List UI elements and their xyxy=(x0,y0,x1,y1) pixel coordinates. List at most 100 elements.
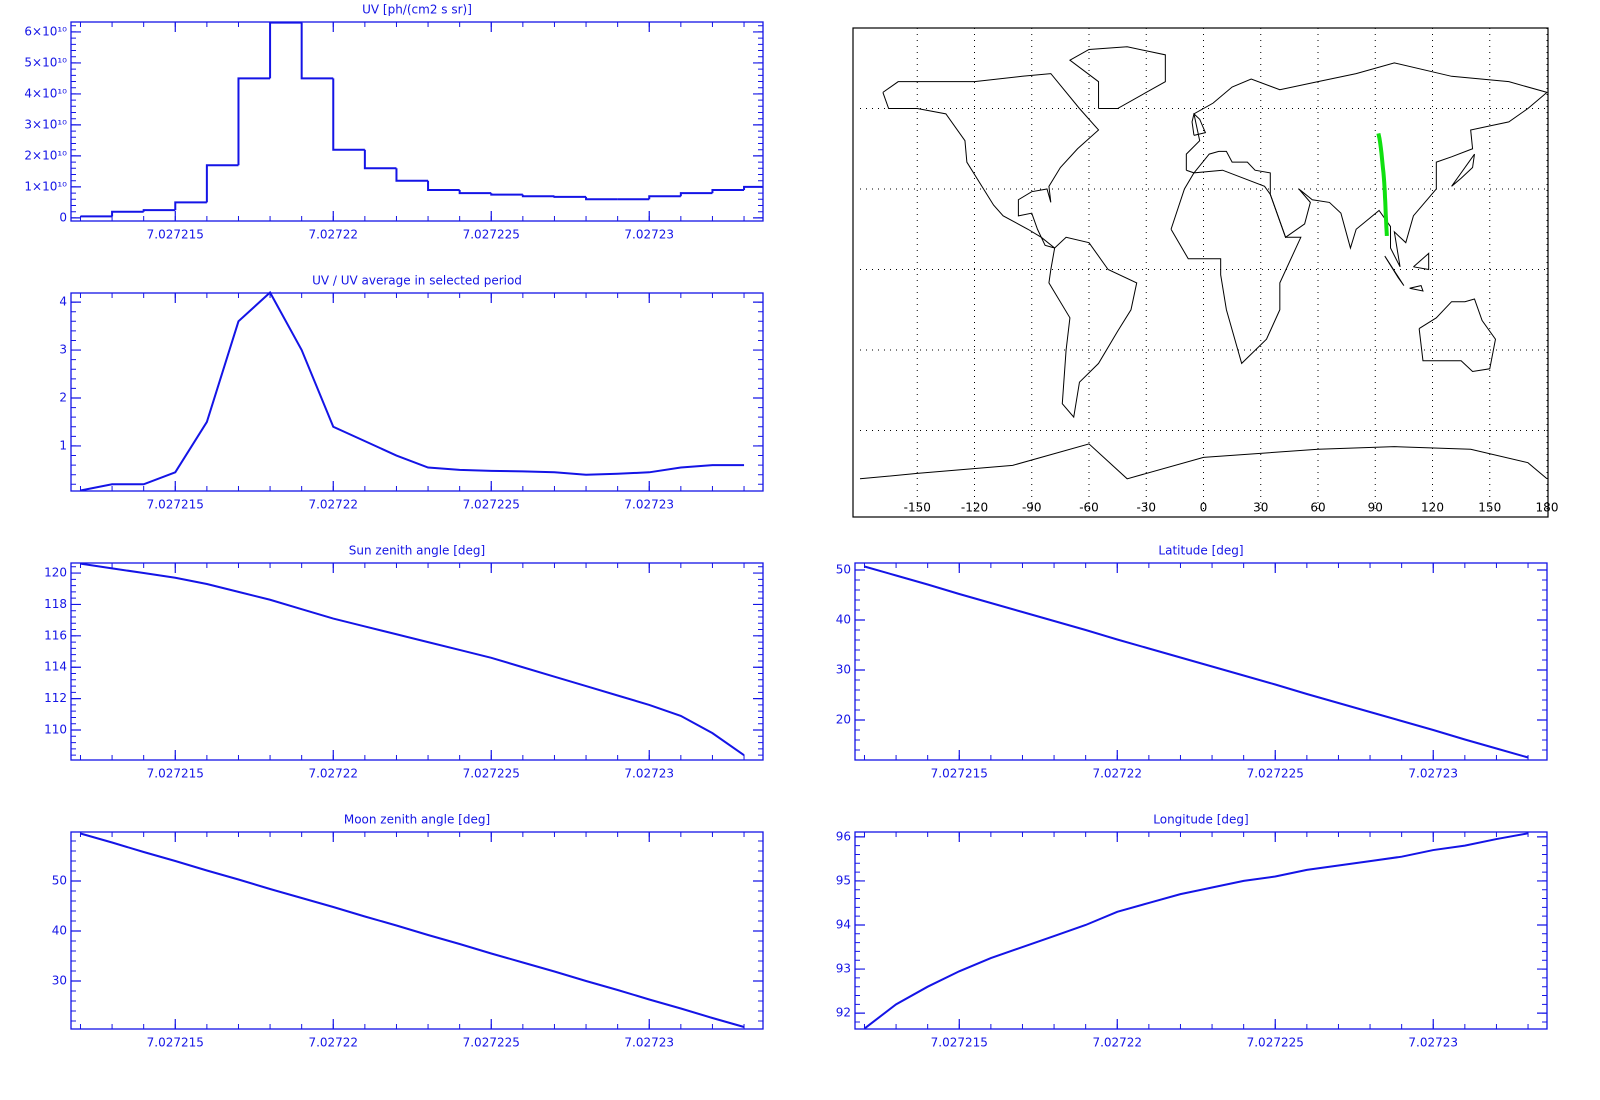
coastline xyxy=(859,443,1548,480)
y-tick-label: 30 xyxy=(52,974,67,988)
x-tick-label: 7.027215 xyxy=(931,767,988,781)
plot-frame xyxy=(854,562,1548,761)
y-tick-label: 110 xyxy=(44,723,67,737)
y-tick-label: 92 xyxy=(836,1006,851,1020)
x-tick-label: 7.027215 xyxy=(147,498,204,512)
uv-step xyxy=(111,210,144,217)
chart-title: Sun zenith angle [deg] xyxy=(349,544,485,558)
coastline xyxy=(1409,285,1424,292)
y-tick-label: 112 xyxy=(44,691,67,705)
data-line xyxy=(80,832,745,1028)
y-tick-label: 94 xyxy=(836,917,851,931)
x-tick-label: -30 xyxy=(1136,501,1156,515)
data-line xyxy=(864,565,1529,759)
chart-title: Longitude [deg] xyxy=(1153,813,1248,827)
coastline xyxy=(1170,169,1302,365)
uv-step xyxy=(205,164,239,203)
x-tick-label: 0 xyxy=(1200,501,1208,515)
x-tick-label: 7.027215 xyxy=(147,228,204,242)
x-tick-label: 7.02722 xyxy=(308,498,358,512)
plot-frame xyxy=(854,831,1548,1030)
x-tick-label: 7.027225 xyxy=(1247,767,1304,781)
y-tick-label: 120 xyxy=(44,566,67,580)
x-tick-label: 7.02722 xyxy=(1092,767,1142,781)
coastline xyxy=(1069,46,1166,109)
coastline xyxy=(1451,153,1475,187)
plot-frame xyxy=(70,562,764,761)
coastline xyxy=(1191,112,1207,136)
uv-step xyxy=(174,201,207,211)
x-tick-label: 7.027215 xyxy=(147,1036,204,1050)
y-tick-label: 20 xyxy=(836,713,851,727)
x-tick-label: 7.027215 xyxy=(931,1036,988,1050)
y-tick-label: 3 xyxy=(59,343,67,357)
uv-step xyxy=(490,193,523,196)
x-tick-label: 7.02723 xyxy=(1408,1036,1458,1050)
uv-step xyxy=(458,190,492,195)
coastline xyxy=(882,73,1100,249)
uv-step xyxy=(648,195,681,200)
y-tick-label: 96 xyxy=(836,829,851,843)
coastline xyxy=(1048,236,1138,419)
x-tick-label: 7.02723 xyxy=(624,767,674,781)
x-tick-label: 7.02723 xyxy=(1408,767,1458,781)
uv-step xyxy=(521,194,555,198)
y-tick-label: 3×10¹⁰ xyxy=(24,117,67,131)
chart-title: UV / UV average in selected period xyxy=(312,274,522,288)
uv-step xyxy=(395,168,429,182)
plot-frame xyxy=(70,21,764,222)
y-tick-label: 1 xyxy=(59,438,67,452)
uv-step xyxy=(142,209,176,212)
y-tick-label: 6×10¹⁰ xyxy=(24,24,67,38)
x-tick-label: 30 xyxy=(1253,501,1268,515)
y-tick-label: 50 xyxy=(52,874,67,888)
y-tick-label: 118 xyxy=(44,597,67,611)
x-tick-label: 7.02723 xyxy=(624,228,674,242)
chart-title: Latitude [deg] xyxy=(1158,544,1243,558)
y-tick-label: 0 xyxy=(59,210,67,224)
x-tick-label: 120 xyxy=(1421,501,1444,515)
plot-frame xyxy=(70,292,764,492)
y-tick-label: 95 xyxy=(836,873,851,887)
x-tick-label: 180 xyxy=(1536,501,1559,515)
y-tick-label: 116 xyxy=(44,628,67,642)
chart-title: Moon zenith angle [deg] xyxy=(344,813,490,827)
map-frame xyxy=(852,27,1549,518)
x-tick-label: 7.027225 xyxy=(463,498,520,512)
coastline xyxy=(1384,255,1405,286)
data-line xyxy=(863,832,1529,1030)
uv-step xyxy=(363,149,397,170)
x-tick-label: 7.02723 xyxy=(624,498,674,512)
x-tick-label: 7.02723 xyxy=(624,1036,674,1050)
uv-step xyxy=(332,78,365,151)
x-tick-label: 7.027225 xyxy=(463,767,520,781)
uv-step xyxy=(711,189,745,194)
data-line xyxy=(80,562,745,756)
x-tick-label: 7.02722 xyxy=(308,228,358,242)
y-tick-label: 5×10¹⁰ xyxy=(24,55,67,69)
x-tick-label: -90 xyxy=(1022,501,1042,515)
coastline xyxy=(1185,62,1549,268)
y-tick-label: 114 xyxy=(44,660,67,674)
x-tick-label: 90 xyxy=(1368,501,1383,515)
ground-track xyxy=(1376,133,1389,237)
x-tick-label: 7.02722 xyxy=(308,1036,358,1050)
uv-step xyxy=(679,192,713,197)
y-tick-label: 2 xyxy=(59,390,67,404)
y-tick-label: 93 xyxy=(836,962,851,976)
x-tick-label: 7.027225 xyxy=(463,228,520,242)
x-tick-label: 60 xyxy=(1310,501,1325,515)
y-tick-label: 50 xyxy=(836,563,851,577)
uv-step xyxy=(585,196,618,201)
y-tick-label: 30 xyxy=(836,663,851,677)
x-tick-label: -150 xyxy=(904,501,931,515)
y-tick-label: 1×10¹⁰ xyxy=(24,179,67,193)
x-tick-label: 7.027225 xyxy=(463,1036,520,1050)
x-tick-label: 7.027225 xyxy=(1247,1036,1304,1050)
x-tick-label: 7.027215 xyxy=(147,767,204,781)
y-tick-label: 4×10¹⁰ xyxy=(24,86,67,100)
coastline xyxy=(1413,252,1430,271)
uv-step xyxy=(553,195,587,198)
uv-step xyxy=(300,22,334,80)
